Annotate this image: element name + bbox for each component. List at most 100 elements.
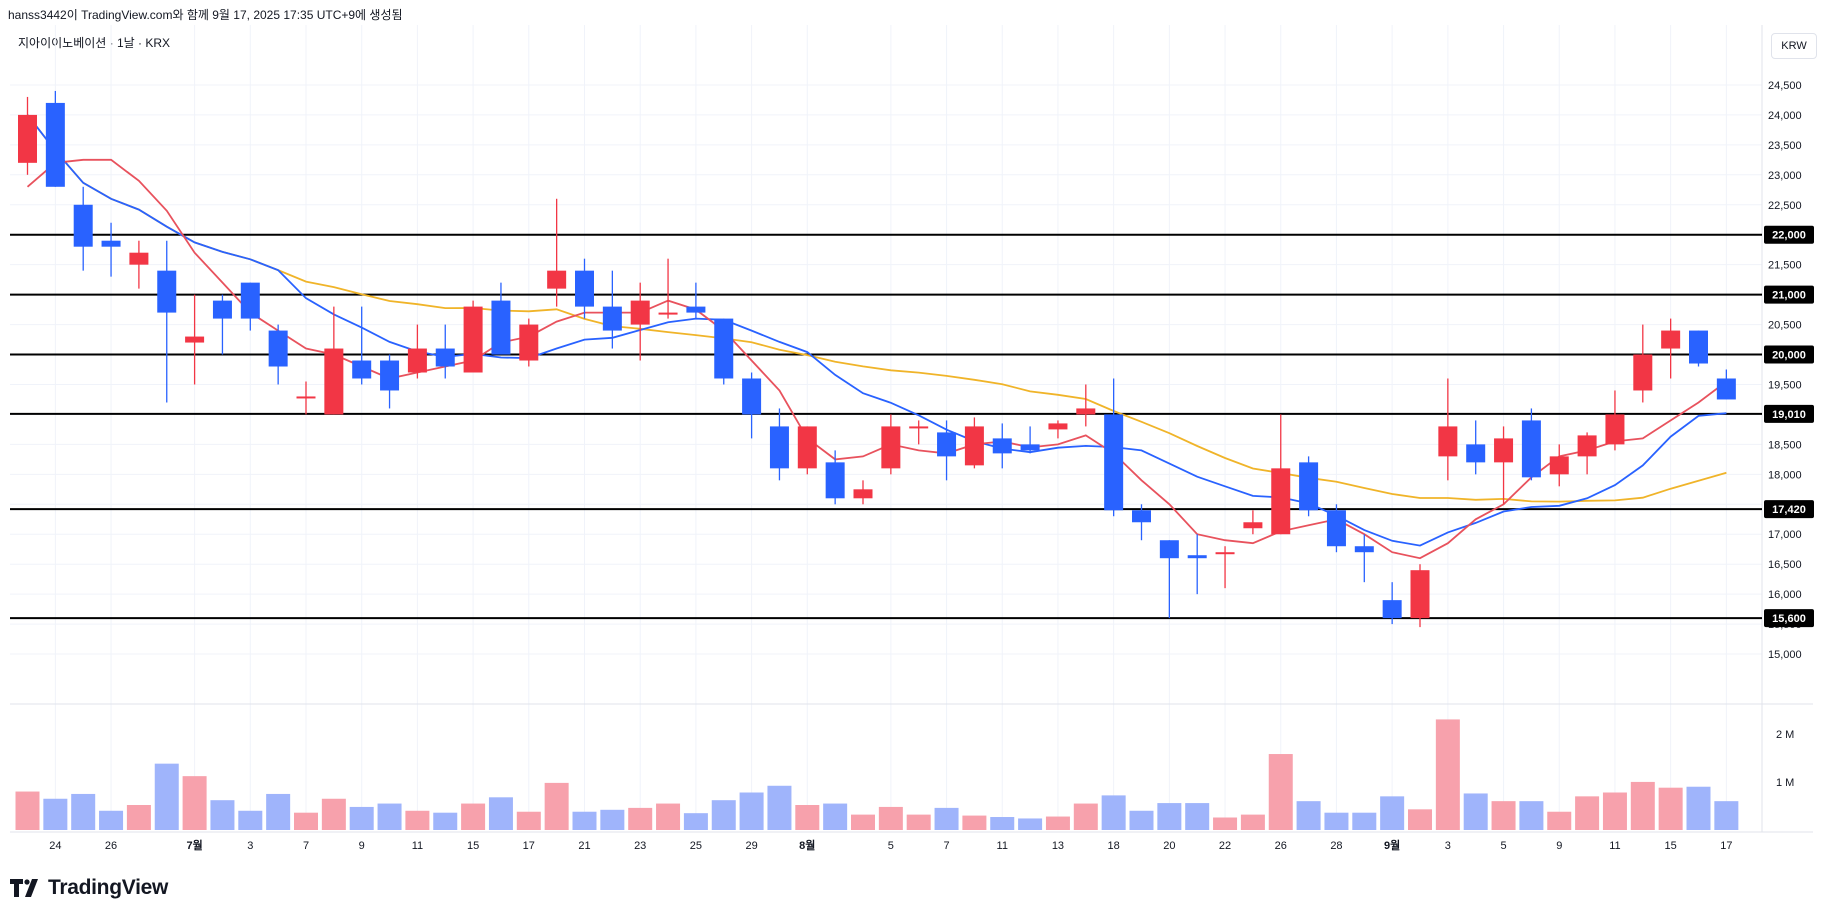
candle <box>101 222 121 277</box>
time-tick-label: 20 <box>1163 840 1175 852</box>
horizontal-levels <box>10 233 1762 620</box>
candle <box>714 318 734 385</box>
candle-body <box>1243 522 1263 529</box>
time-tick-label: 3 <box>247 840 253 852</box>
time-tick-label: 22 <box>1219 840 1231 852</box>
candle <box>435 324 455 379</box>
candle <box>1577 432 1597 475</box>
candle <box>1605 390 1625 451</box>
candle-body <box>1299 462 1319 511</box>
candle-body <box>1382 600 1402 619</box>
volume-bar <box>349 806 374 830</box>
level-label-bg <box>1764 609 1814 628</box>
candle <box>547 198 567 307</box>
volume-bar <box>1630 781 1655 830</box>
candle <box>296 381 316 415</box>
volume-bar <box>1240 814 1265 830</box>
candle <box>575 258 594 319</box>
candle <box>1104 378 1124 517</box>
candle <box>519 318 539 367</box>
level-label: 22,000 <box>1772 230 1806 242</box>
volume-bar <box>711 800 736 830</box>
candle-body <box>324 348 344 415</box>
candle <box>491 282 511 355</box>
volume-bar <box>405 810 430 830</box>
volume-bar <box>1352 812 1377 830</box>
candle-body <box>630 300 650 325</box>
candle-body <box>575 270 594 307</box>
volume-bar <box>572 811 597 830</box>
volume-bar <box>43 798 68 830</box>
candle-body <box>1271 468 1291 535</box>
volume-bar <box>1519 801 1544 830</box>
level-label: 17,420 <box>1772 504 1806 516</box>
volume-bar <box>321 798 346 830</box>
volume-bar <box>1575 796 1600 830</box>
volume-bar <box>461 803 486 830</box>
currency-button[interactable]: KRW <box>1771 33 1817 59</box>
level-label-bg <box>1764 500 1814 519</box>
price-axis: 15,00015,50016,00016,50017,00017,50018,0… <box>1764 80 1814 789</box>
time-tick-label: 15 <box>467 840 479 852</box>
candle-body <box>1187 555 1207 559</box>
volume-bar <box>154 763 179 830</box>
volume-bar <box>683 813 708 830</box>
candle <box>212 294 232 355</box>
candle <box>18 96 37 175</box>
level-label-bg <box>1764 285 1814 304</box>
volume-bar <box>1129 810 1154 830</box>
candle <box>630 282 650 361</box>
volume-bar <box>488 797 513 830</box>
price-tick-label: 24,000 <box>1768 110 1802 122</box>
time-tick-label: 5 <box>1500 840 1506 852</box>
time-tick-label: 25 <box>690 840 702 852</box>
level-label-bg <box>1764 345 1814 364</box>
time-tick-label: 23 <box>634 840 646 852</box>
level-label: 19,010 <box>1772 409 1806 421</box>
volume-bar <box>182 776 207 830</box>
candle-body <box>714 318 734 379</box>
volume-bar <box>71 793 96 830</box>
volume-bar <box>1435 719 1460 830</box>
volume-bar <box>795 805 820 830</box>
volume-bar <box>1296 801 1321 830</box>
volume-bar <box>823 803 848 830</box>
volume-bar <box>1463 793 1488 830</box>
candle-body <box>212 300 232 319</box>
time-tick-label: 13 <box>1052 840 1064 852</box>
volume-bar <box>739 792 764 830</box>
volume-bar <box>600 809 625 830</box>
candle-body <box>909 426 929 429</box>
candle <box>769 408 789 481</box>
candle <box>185 294 205 385</box>
candle <box>964 417 984 469</box>
candle-body <box>1716 378 1736 400</box>
candle <box>1689 330 1708 367</box>
price-tick-label: 19,500 <box>1768 379 1802 391</box>
candle-body <box>964 426 984 466</box>
candle <box>658 258 678 319</box>
tradingview-logo[interactable]: TradingView <box>10 876 168 900</box>
candle <box>992 423 1012 469</box>
tradingview-logo-text: TradingView <box>48 876 169 899</box>
candle-body <box>296 396 316 399</box>
candle <box>1521 408 1541 481</box>
candle <box>1271 414 1291 535</box>
candle <box>1243 510 1263 535</box>
time-tick-label: 29 <box>745 840 757 852</box>
volume-bar <box>851 814 875 830</box>
candle <box>1494 426 1514 505</box>
volume-bar <box>126 805 151 830</box>
level-label: 15,600 <box>1772 613 1806 625</box>
candle-body <box>937 432 957 457</box>
moving-averages <box>26 114 1727 560</box>
candle-body <box>463 306 483 373</box>
candle <box>1187 534 1207 595</box>
volume-bar <box>1268 754 1293 830</box>
price-tick-label: 21,500 <box>1768 260 1802 272</box>
candle-body <box>268 330 288 367</box>
candle <box>240 282 260 331</box>
time-tick-label: 9 <box>1556 840 1562 852</box>
price-tick-label: 15,000 <box>1768 649 1802 661</box>
